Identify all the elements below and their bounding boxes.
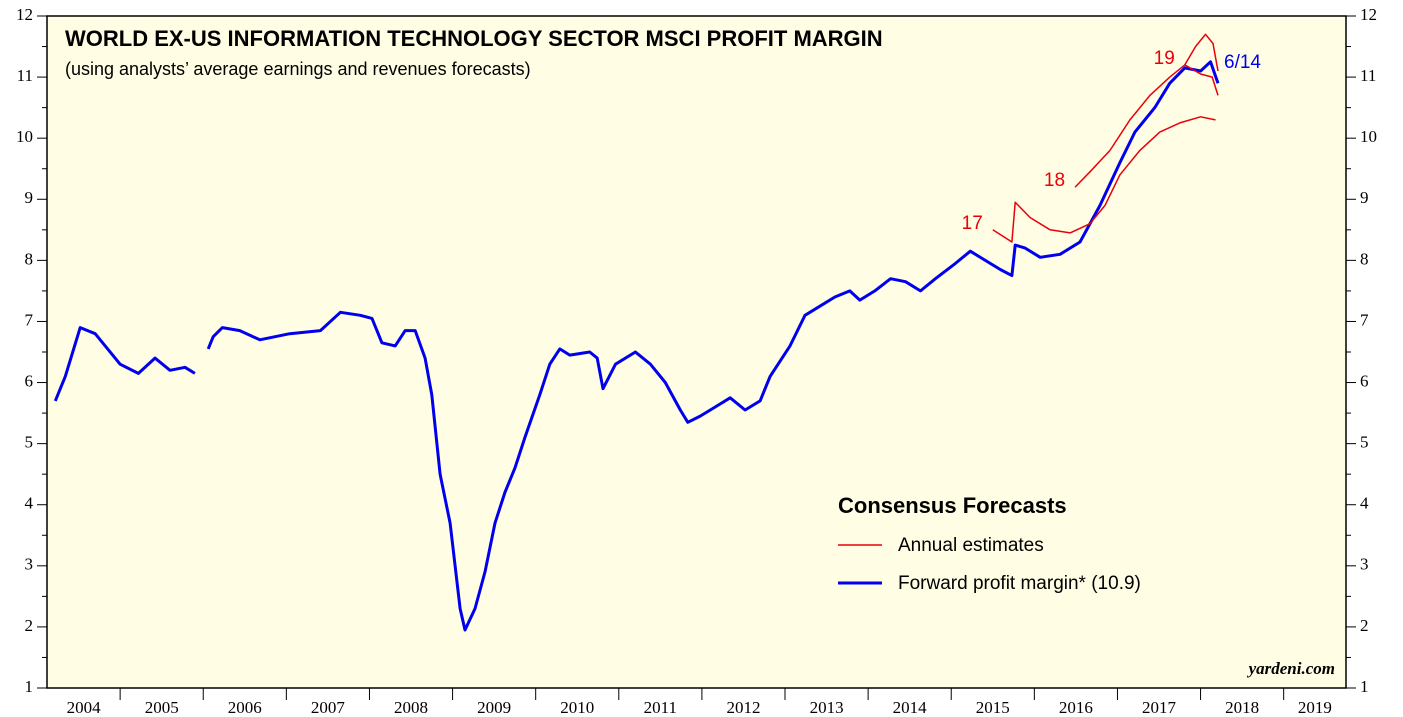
chart-title: WORLD EX-US INFORMATION TECHNOLOGY SECTO… bbox=[65, 26, 883, 51]
series-line bbox=[1184, 33, 1219, 72]
y-tick-label: 8 bbox=[25, 249, 34, 268]
x-tick-label: 2004 bbox=[67, 698, 102, 717]
y-tick-label: 1 bbox=[25, 677, 34, 696]
x-tick-label: 2015 bbox=[976, 698, 1010, 717]
plot-area bbox=[47, 16, 1346, 688]
y2-tick-label: 8 bbox=[1360, 249, 1369, 268]
y-tick-label: 5 bbox=[25, 433, 34, 452]
y2-tick-label: 3 bbox=[1360, 555, 1369, 574]
y2-tick-label: 5 bbox=[1360, 433, 1369, 452]
legend-title: Consensus Forecasts bbox=[838, 493, 1067, 518]
x-tick-label: 2006 bbox=[228, 698, 262, 717]
x-tick-label: 2005 bbox=[145, 698, 179, 717]
chart-subtitle: (using analysts’ average earnings and re… bbox=[65, 59, 531, 79]
x-tick-label: 2012 bbox=[726, 698, 760, 717]
y-tick-label: 11 bbox=[17, 66, 33, 85]
y-tick-label: 4 bbox=[25, 494, 34, 513]
x-tick-label: 2018 bbox=[1225, 698, 1259, 717]
y2-tick-label: 11 bbox=[1360, 66, 1376, 85]
x-tick-label: 2013 bbox=[810, 698, 844, 717]
x-tick-label: 2011 bbox=[644, 698, 677, 717]
y-tick-label: 2 bbox=[25, 616, 34, 635]
y-tick-label: 10 bbox=[16, 127, 33, 146]
series-label: 17 bbox=[962, 213, 983, 234]
series-line bbox=[1074, 64, 1219, 188]
x-tick-label: 2010 bbox=[560, 698, 594, 717]
y2-tick-label: 12 bbox=[1360, 5, 1377, 24]
y2-tick-label: 1 bbox=[1360, 677, 1369, 696]
y-tick-label: 9 bbox=[25, 188, 34, 207]
y2-tick-label: 4 bbox=[1360, 494, 1369, 513]
y-tick-label: 12 bbox=[16, 5, 33, 24]
x-tick-label: 2009 bbox=[477, 698, 511, 717]
series-label: 18 bbox=[1044, 170, 1065, 191]
x-tick-label: 2017 bbox=[1142, 698, 1177, 717]
x-tick-label: 2016 bbox=[1059, 698, 1093, 717]
last-date-label: 6/14 bbox=[1224, 52, 1261, 73]
series-line bbox=[992, 116, 1216, 243]
x-tick-label: 2019 bbox=[1298, 698, 1332, 717]
y2-tick-label: 9 bbox=[1360, 188, 1369, 207]
y-tick-label: 6 bbox=[25, 371, 34, 390]
series-line bbox=[53, 60, 1220, 632]
legend-label: Annual estimates bbox=[898, 535, 1044, 556]
series-label: 19 bbox=[1154, 48, 1175, 69]
x-tick-label: 2014 bbox=[893, 698, 928, 717]
source: yardeni.com bbox=[1247, 659, 1335, 678]
y2-tick-label: 2 bbox=[1360, 616, 1369, 635]
y2-tick-label: 10 bbox=[1360, 127, 1377, 146]
y2-tick-label: 7 bbox=[1360, 310, 1369, 329]
y-tick-label: 3 bbox=[25, 555, 34, 574]
y2-tick-label: 6 bbox=[1360, 371, 1369, 390]
x-tick-label: 2007 bbox=[311, 698, 346, 717]
y-tick-label: 7 bbox=[25, 310, 34, 329]
x-tick-label: 2008 bbox=[394, 698, 428, 717]
legend-label: Forward profit margin* (10.9) bbox=[898, 573, 1141, 594]
